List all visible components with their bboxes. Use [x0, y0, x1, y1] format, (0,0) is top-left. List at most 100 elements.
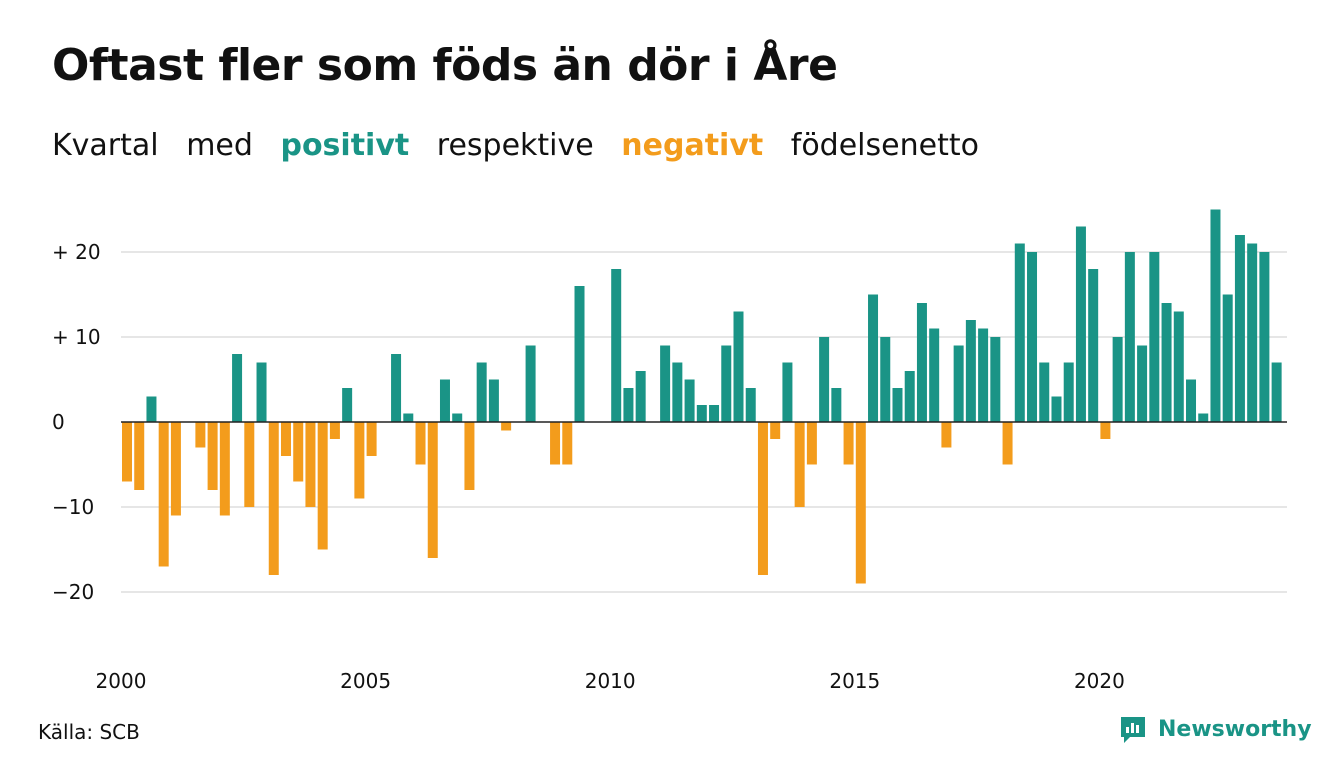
bar [904, 371, 915, 422]
bar [672, 362, 683, 422]
logo-text: Newsworthy [1158, 716, 1312, 742]
newsworthy-logo: Newsworthy [1118, 714, 1312, 744]
bar [806, 422, 817, 465]
bar [831, 388, 842, 422]
bar [1124, 252, 1135, 422]
chart-title: Oftast fler som föds än dör i Åre [52, 40, 838, 91]
bar [452, 413, 463, 422]
y-tick-label: 0 [52, 410, 65, 434]
bar [1247, 243, 1258, 422]
bar [1198, 413, 1209, 422]
bar [170, 422, 181, 516]
bar [1161, 303, 1172, 422]
bar [501, 422, 512, 431]
subtitle-word: Kvartal [52, 128, 159, 163]
bar [366, 422, 377, 456]
y-tick-label: + 10 [52, 325, 101, 349]
bar [1137, 345, 1148, 422]
subtitle-word: födelsenetto [790, 128, 979, 163]
y-tick-label: + 20 [52, 240, 101, 264]
bar [868, 294, 879, 422]
bar [280, 422, 291, 456]
chart-bubble-icon [1121, 717, 1145, 743]
subtitle-negative-label: negativt [621, 128, 764, 163]
bar [1039, 362, 1050, 422]
bar [1259, 252, 1270, 422]
bar [293, 422, 304, 482]
bar [195, 422, 206, 448]
bar [1051, 396, 1062, 422]
bar [1088, 269, 1099, 422]
bar [317, 422, 328, 550]
bar [770, 422, 781, 439]
bar [978, 328, 989, 422]
bar [1173, 311, 1184, 422]
bar [721, 345, 732, 422]
bar [941, 422, 952, 448]
bar [635, 371, 646, 422]
bar [464, 422, 475, 490]
bar [611, 269, 622, 422]
bar [1075, 226, 1086, 422]
bar [562, 422, 573, 465]
bar [990, 337, 1001, 422]
bar [134, 422, 145, 490]
bar [1149, 252, 1160, 422]
subtitle-positive-label: positivt [280, 128, 410, 163]
bar [953, 345, 964, 422]
bar [439, 379, 450, 422]
bar [819, 337, 830, 422]
bar-chart: + 20 + 10 0 −10 −20 2000 2005 2010 2015 2020 [52, 209, 1287, 693]
bar [1186, 379, 1197, 422]
bar [391, 354, 402, 422]
x-tick-label: 2005 [340, 669, 391, 693]
bar [1002, 422, 1013, 465]
bar [305, 422, 316, 507]
bar [916, 303, 927, 422]
bar [1027, 252, 1038, 422]
bar [1100, 422, 1111, 439]
bar [733, 311, 744, 422]
bar [929, 328, 940, 422]
bar [476, 362, 487, 422]
bar [757, 422, 768, 575]
bar [1210, 209, 1221, 422]
bar [1112, 337, 1123, 422]
bar [623, 388, 634, 422]
bar [696, 405, 707, 422]
bar [354, 422, 365, 499]
bar [122, 422, 132, 482]
bar [745, 388, 756, 422]
bar [550, 422, 561, 465]
bar [965, 320, 976, 422]
y-tick-label: −20 [52, 580, 94, 604]
bar [232, 354, 243, 422]
x-tick-label: 2020 [1074, 669, 1125, 693]
bar [855, 422, 866, 584]
source-note: Källa: SCB [38, 720, 140, 744]
bar [794, 422, 805, 507]
x-tick-label: 2010 [585, 669, 636, 693]
bar [880, 337, 891, 422]
bar [268, 422, 279, 575]
bar [684, 379, 695, 422]
bar [782, 362, 793, 422]
subtitle-word: med [186, 128, 253, 163]
bar [219, 422, 230, 516]
x-tick-label: 2015 [829, 669, 880, 693]
bar [427, 422, 438, 558]
bar [525, 345, 536, 422]
chart-subtitle: Kvartal med positivt respektive negativt… [52, 128, 997, 163]
bar [1063, 362, 1074, 422]
bar [403, 413, 414, 422]
bar [342, 388, 353, 422]
y-tick-label: −10 [52, 495, 94, 519]
bar [660, 345, 671, 422]
bar [709, 405, 720, 422]
bar [574, 286, 585, 422]
bar [1222, 294, 1233, 422]
bar [843, 422, 854, 465]
bar [1271, 362, 1282, 422]
bar [146, 396, 157, 422]
bar [1234, 235, 1245, 422]
